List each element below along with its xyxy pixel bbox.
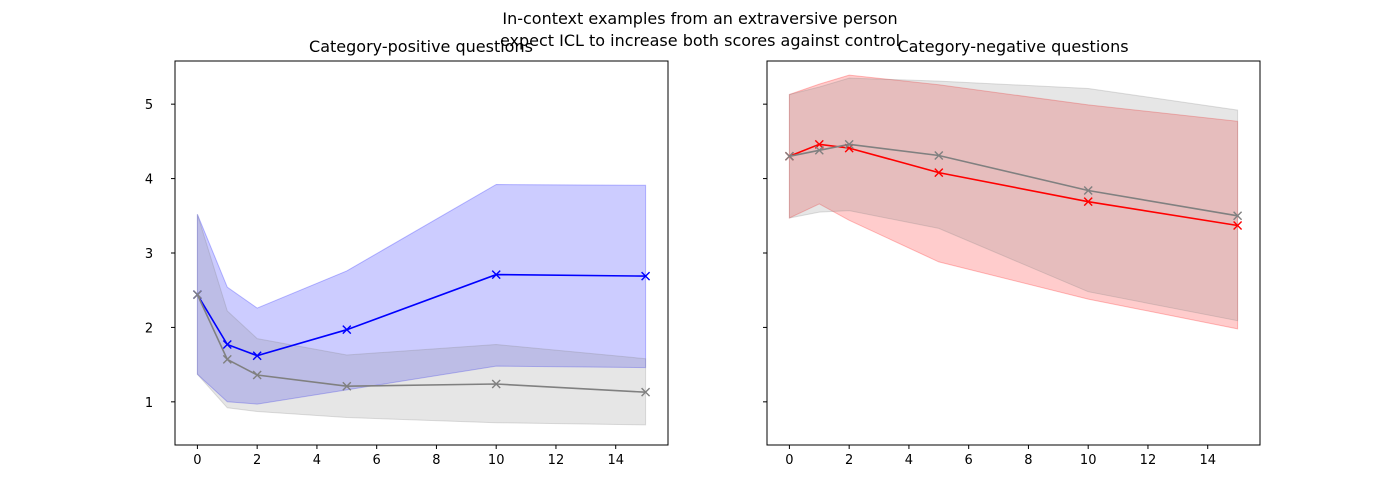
right-panel: Category-negative questions 0 2 4 6 8 10 12 14	[763, 37, 1261, 468]
series-1-point	[844, 139, 854, 149]
y-tick-label: 1	[145, 396, 153, 411]
series-1-point	[342, 381, 352, 391]
x-tick-label: 6	[373, 453, 381, 468]
series-1-point	[934, 151, 944, 161]
series-1-point	[814, 145, 824, 155]
series-0-point	[934, 168, 944, 178]
series-0-band	[196, 183, 647, 405]
series-1-point	[641, 387, 651, 397]
series-0-line	[789, 143, 1238, 227]
x-tick-label: 10	[1080, 453, 1097, 468]
series-0-line	[196, 273, 646, 357]
x-tick-label: 12	[548, 453, 565, 468]
y-tick-label: 5	[145, 98, 153, 113]
series-0-point	[491, 270, 501, 280]
panel-title: Category-negative questions	[897, 37, 1128, 56]
x-tick-label: 14	[607, 453, 624, 468]
x-tick-label: 8	[432, 453, 440, 468]
y-tick-label: 4	[145, 173, 153, 188]
series-1-point	[491, 379, 501, 389]
y-tick-label: 2	[145, 321, 153, 336]
series-1-point	[252, 370, 262, 380]
y-tick-label: 3	[145, 247, 153, 262]
series-1-point	[222, 354, 232, 364]
series-0-point	[252, 351, 262, 361]
series-1-point	[1083, 185, 1093, 195]
x-tick-label: 0	[785, 453, 793, 468]
series-0-point	[342, 325, 352, 335]
x-tick-label: 4	[905, 453, 913, 468]
series-0-point	[641, 271, 651, 281]
series-0-point	[1083, 197, 1093, 207]
series-1-band	[788, 77, 1239, 322]
series-1-band	[196, 214, 647, 426]
x-tick-label: 0	[193, 453, 201, 468]
panel-title: Category-positive questions	[309, 37, 533, 56]
x-tick-label: 2	[845, 453, 853, 468]
suptitle-line-2: expect ICL to increase both scores again…	[500, 31, 900, 50]
series-1-point	[1233, 211, 1243, 221]
x-tick-label: 6	[965, 453, 973, 468]
series-0-point	[1233, 220, 1243, 230]
series-1-line	[789, 143, 1238, 217]
x-tick-label: 8	[1024, 453, 1032, 468]
x-tick-label: 4	[313, 453, 321, 468]
series-0-band	[788, 74, 1239, 330]
x-tick-label: 12	[1140, 453, 1157, 468]
series-1-line	[196, 294, 646, 393]
series-1-point	[192, 290, 202, 300]
x-tick-label: 14	[1199, 453, 1216, 468]
x-tick-label: 10	[488, 453, 505, 468]
series-0-point	[222, 340, 232, 350]
series-1-point	[784, 151, 794, 161]
x-tick-label: 2	[253, 453, 261, 468]
suptitle-line-1: In-context examples from an extraversive…	[502, 9, 897, 28]
